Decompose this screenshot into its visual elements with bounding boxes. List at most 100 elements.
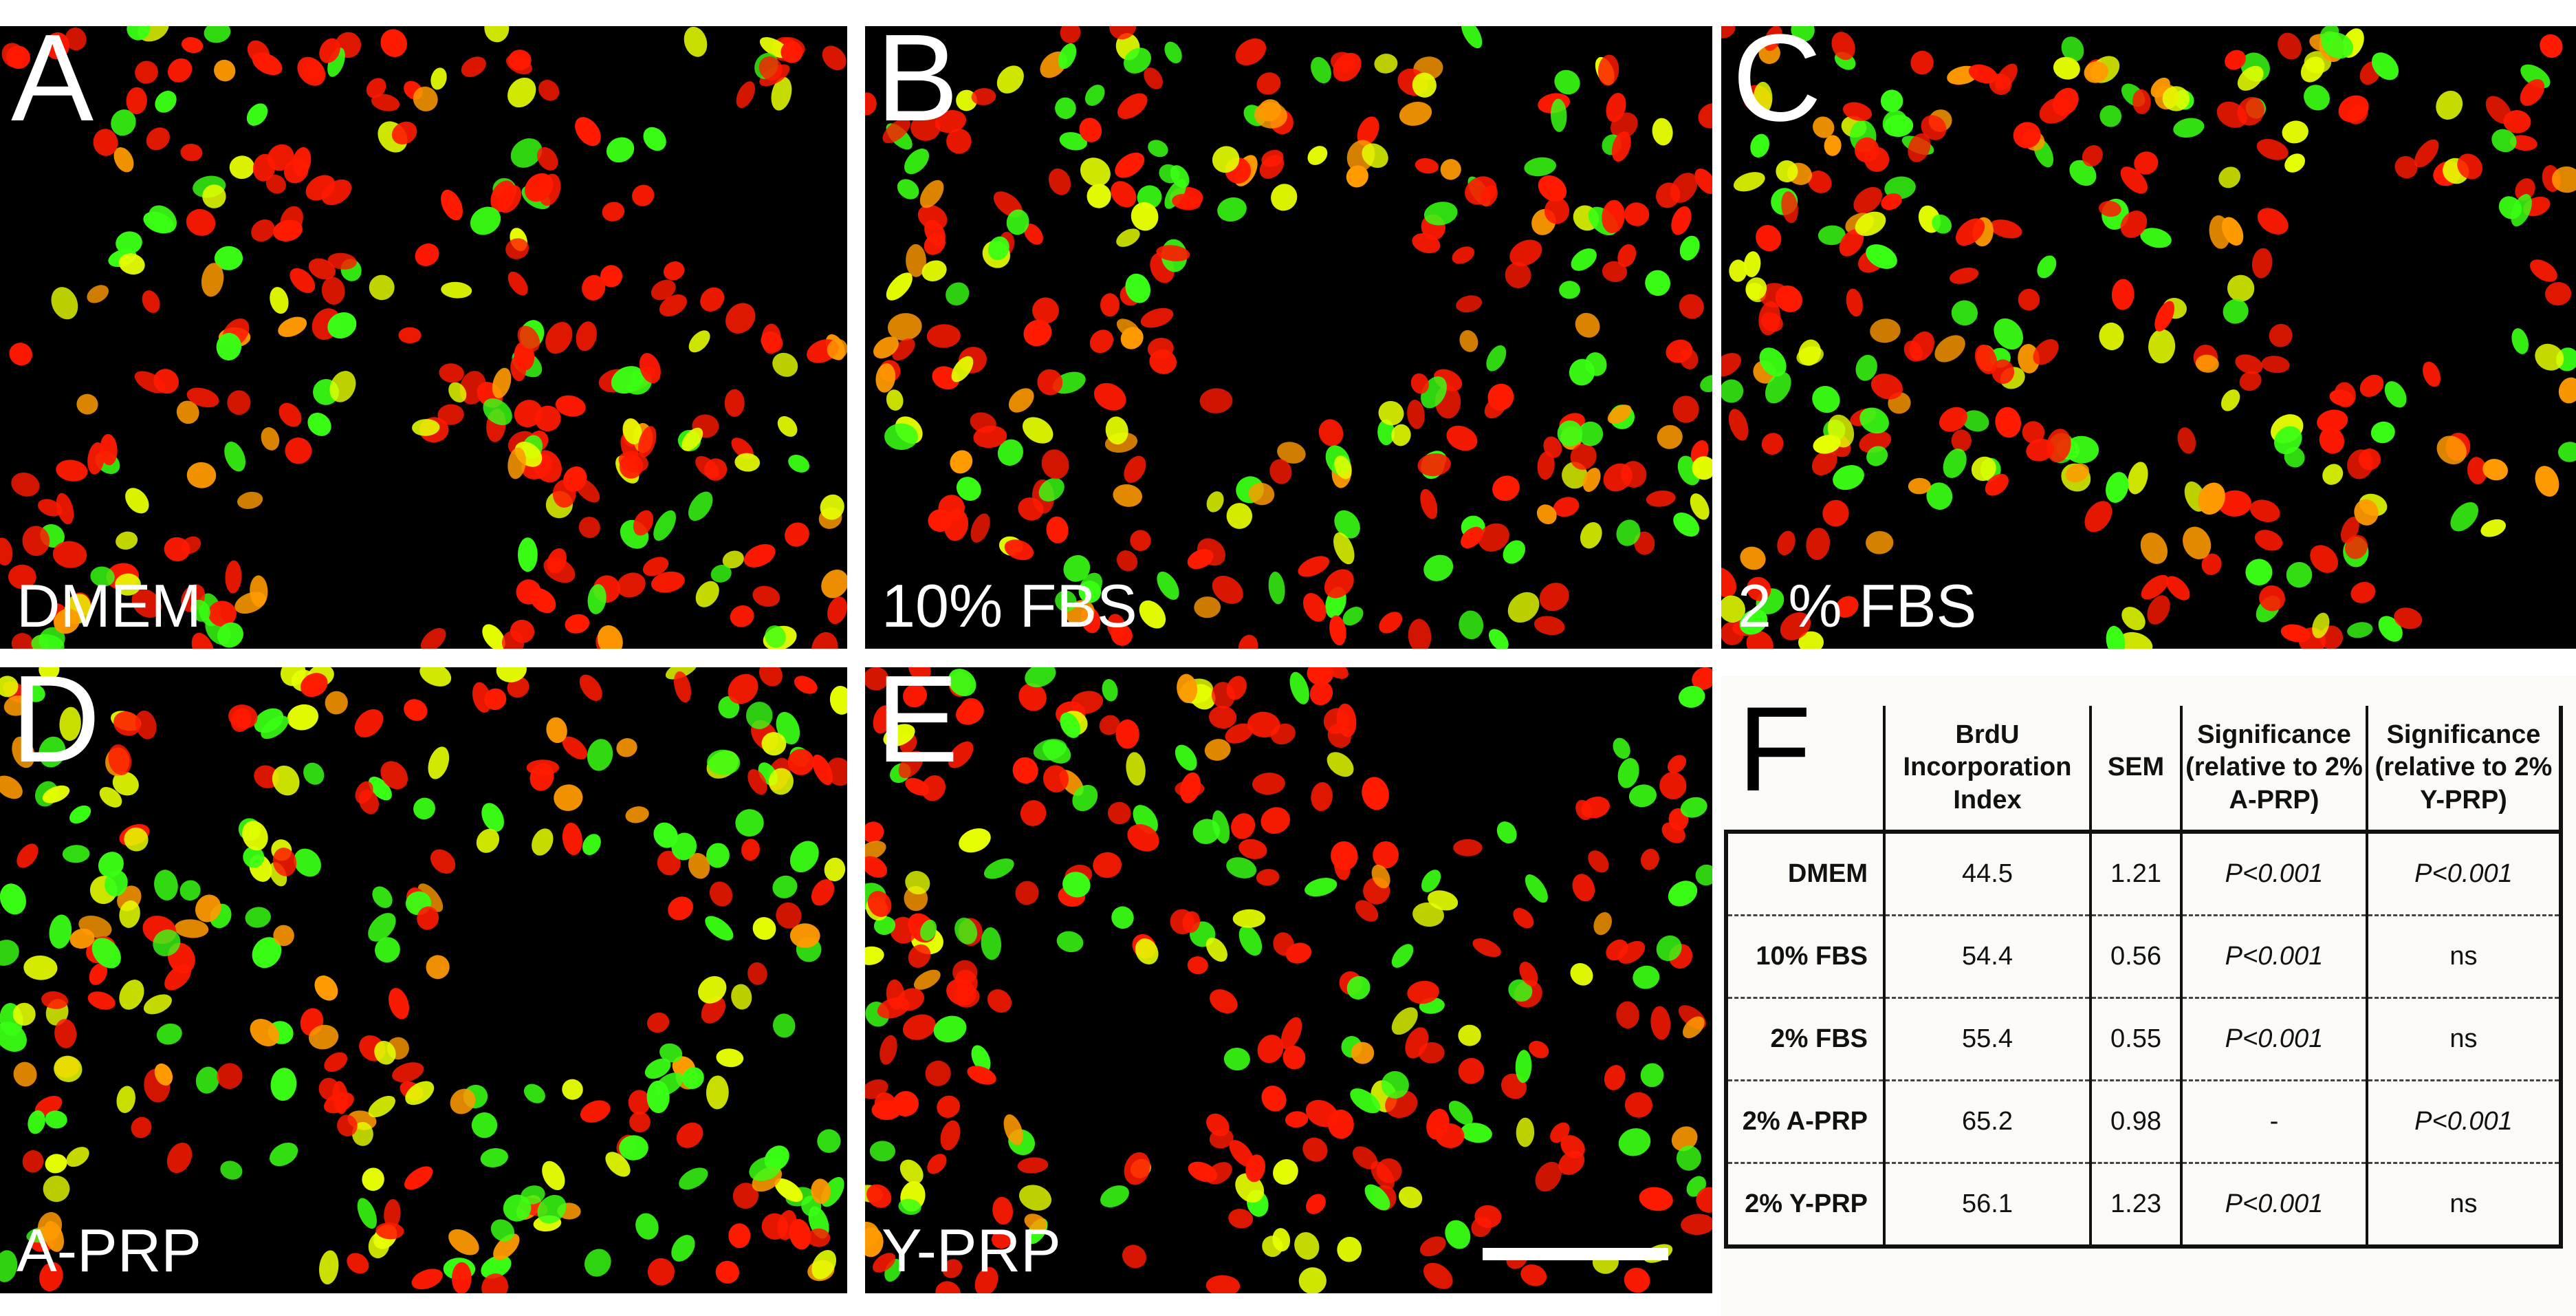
cell-nucleus [368,1095,395,1118]
cell-nucleus [2251,248,2273,279]
cell-nucleus [245,907,271,928]
cell-nucleus [1951,429,1972,452]
cell-nucleus [1461,26,1483,49]
cell-nucleus [1807,171,1832,193]
cell-nucleus [2300,56,2325,83]
cell-nucleus [270,1068,297,1101]
cell-nucleus [0,676,19,698]
cell-nucleus [1639,1187,1673,1211]
cell-nucleus [880,1035,897,1065]
cell-nucleus [347,1253,369,1274]
cell-nucleus [2350,581,2376,603]
cell-nucleus [1116,550,1138,572]
cell-nucleus [1254,102,1287,129]
cell-nucleus [789,841,819,873]
cell-nucleus [1478,523,1509,552]
cell-nucleus [1042,740,1071,764]
cell-nucleus [1585,352,1607,376]
cell-nucleus [0,883,26,915]
cell-nucleus [579,674,602,701]
cell-nucleus [1015,881,1039,905]
cell-nucleus [89,963,108,985]
cell-nucleus [2322,464,2344,485]
cell-nucleus [1721,26,1736,39]
row-label: 2% A-PRP [1724,1080,1886,1164]
cell-nucleus [252,937,282,969]
cell-nucleus [954,917,978,945]
cell-nucleus [389,988,409,1020]
cell-nucleus [398,327,422,344]
cell-nucleus [1268,571,1285,605]
cell-nucleus [1855,211,1886,237]
cell-nucleus [1496,821,1517,844]
cell-nucleus [1695,864,1712,886]
cell-index: 65.2 [1883,1080,2092,1164]
row-label: DMEM [1724,832,1886,916]
cell-nucleus [113,147,134,173]
cell-nucleus [1415,158,1439,174]
cell-nucleus [1519,961,1538,986]
cell-nucleus [1544,197,1570,224]
cell-nucleus [116,531,138,550]
cell-nucleus [372,886,393,908]
cell-nucleus [2354,499,2379,526]
cell-nucleus [584,1249,611,1277]
cell-index: 54.4 [1883,915,2092,999]
cell-nucleus [1746,630,1773,649]
cell-nucleus [653,510,676,541]
cell-nucleus [1776,160,1798,182]
cell-nucleus [1177,673,1198,703]
cell-nucleus [1100,293,1120,317]
cell-nucleus [619,1135,648,1161]
cell-nucleus [1533,616,1565,636]
cell-nucleus [710,564,732,583]
cell-nucleus [1882,110,1908,136]
cell-nucleus [943,508,968,541]
cell-nucleus [176,400,199,424]
cell-nucleus [108,744,132,775]
cell-nucleus [368,776,392,801]
cell-nucleus [602,202,625,222]
cell-nucleus [730,605,754,627]
cell-nucleus [657,850,681,876]
cell-nucleus [1780,612,1811,640]
cell-nucleus [2259,585,2285,612]
cell-nucleus [69,805,91,824]
cell-nucleus [225,560,242,594]
cell-nucleus [204,26,231,43]
cell-nucleus [643,127,666,151]
cell-nucleus [2245,559,2273,586]
cell-nucleus [1538,175,1567,202]
cell-nucleus [1037,369,1063,396]
cell-nucleus [1645,270,1670,296]
cell-nucleus [2239,371,2262,391]
cell-nucleus [873,705,893,734]
cell-nucleus [391,121,417,145]
cell-nucleus [113,711,141,736]
cell-nucleus [1305,1099,1339,1128]
cell-nucleus [2347,622,2373,638]
cell-nucleus [668,896,693,920]
cell-nucleus [1306,1194,1326,1214]
panel-caption: DMEM [17,572,201,640]
cell-nucleus [179,880,201,901]
cell-nucleus [1056,931,1084,953]
cell-nucleus [1269,459,1292,484]
cell-nucleus [951,356,974,382]
cell-nucleus [355,781,373,803]
table-row: 2% Y-PRP 56.1 1.23 P<0.001 ns [1724,1163,2563,1249]
cell-nucleus [523,1083,545,1103]
cell-nucleus [747,962,767,985]
cell-nucleus [927,1154,947,1174]
table-row: DMEM 44.5 1.21 P<0.001 P<0.001 [1724,832,2563,916]
cell-nucleus [1259,154,1285,179]
cell-nucleus [524,173,554,202]
cell-nucleus [1745,277,1767,301]
cell-nucleus [243,846,265,868]
cell-nucleus [1231,813,1256,839]
cell-nucleus [1023,224,1043,245]
cell-nucleus [51,287,78,320]
cell-nucleus [496,667,527,682]
cell-nucleus [483,398,512,426]
cell-nucleus [1357,116,1379,147]
